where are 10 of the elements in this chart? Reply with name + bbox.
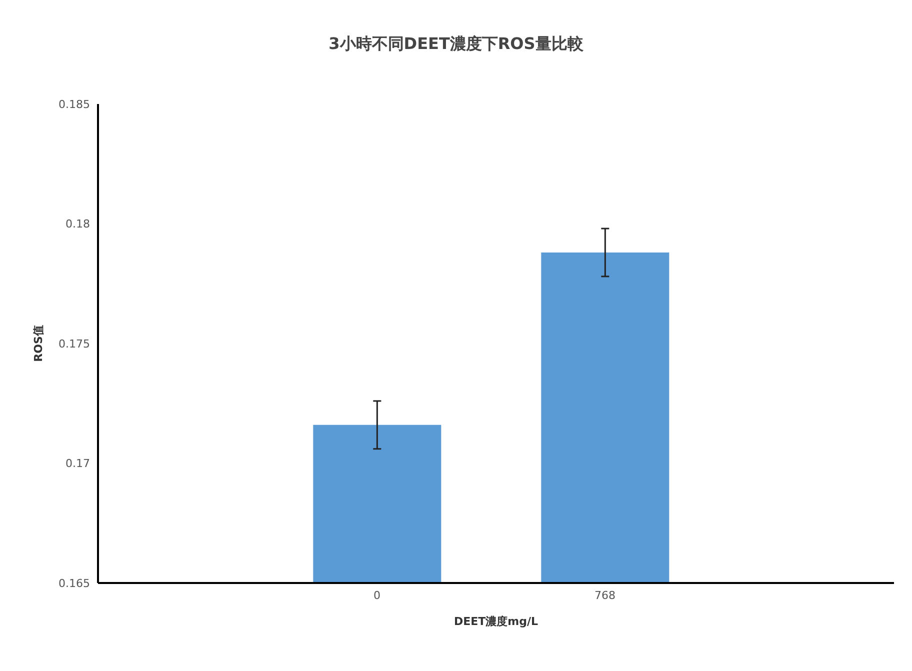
x-tick-label: 0: [374, 588, 380, 602]
y-tick-label: 0.175: [58, 337, 90, 350]
y-tick-label: 0.185: [58, 98, 90, 111]
x-axis-title: DEET濃度mg/L: [454, 615, 538, 628]
y-tick-label: 0.165: [58, 576, 90, 590]
chart-title: 3小時不同DEET濃度下ROS量比較: [328, 33, 584, 55]
y-tick-label: 0.18: [66, 218, 90, 231]
x-tick-label: 768: [594, 588, 616, 602]
y-axis-title: ROS值: [32, 325, 45, 362]
y-tick-label: 0.17: [66, 457, 90, 470]
